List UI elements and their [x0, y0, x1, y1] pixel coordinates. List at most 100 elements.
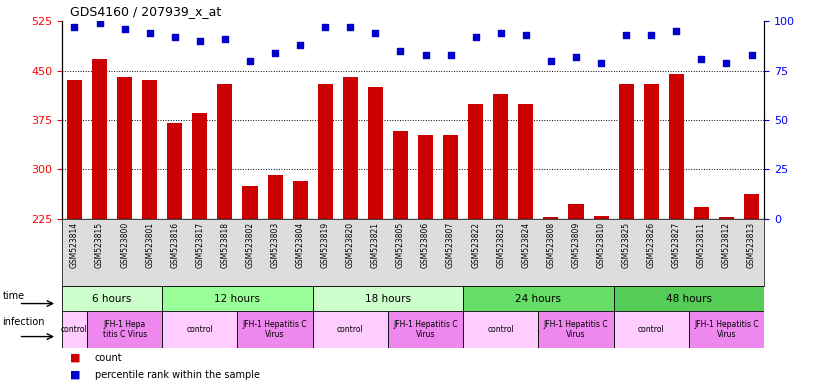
- Text: percentile rank within the sample: percentile rank within the sample: [95, 370, 260, 380]
- Text: GSM523809: GSM523809: [572, 222, 581, 268]
- Text: GSM523805: GSM523805: [396, 222, 405, 268]
- Point: [394, 48, 407, 54]
- Text: JFH-1 Hepatitis C
Virus: JFH-1 Hepatitis C Virus: [243, 319, 307, 339]
- Text: ■: ■: [70, 370, 81, 380]
- Bar: [167, 123, 183, 219]
- Text: GSM523816: GSM523816: [170, 222, 179, 268]
- Text: GSM523800: GSM523800: [120, 222, 129, 268]
- Text: GSM523827: GSM523827: [672, 222, 681, 268]
- Text: GDS4160 / 207939_x_at: GDS4160 / 207939_x_at: [70, 5, 221, 18]
- Point: [644, 32, 657, 38]
- Text: GSM523821: GSM523821: [371, 222, 380, 268]
- Text: JFH-1 Hepatitis C
Virus: JFH-1 Hepatitis C Virus: [393, 319, 458, 339]
- Text: 48 hours: 48 hours: [666, 293, 712, 304]
- Bar: [643, 84, 659, 219]
- Bar: [162, 286, 313, 311]
- Text: GSM523801: GSM523801: [145, 222, 154, 268]
- Text: control: control: [638, 325, 665, 334]
- Bar: [694, 207, 709, 219]
- Text: JFH-1 Hepatitis C
Virus: JFH-1 Hepatitis C Virus: [544, 319, 608, 339]
- Text: GSM523802: GSM523802: [245, 222, 254, 268]
- Text: ■: ■: [70, 353, 81, 363]
- Point: [68, 24, 81, 30]
- Text: time: time: [2, 291, 25, 301]
- Bar: [619, 84, 634, 219]
- Bar: [92, 59, 107, 219]
- Bar: [669, 74, 684, 219]
- Point: [620, 32, 633, 38]
- Bar: [689, 311, 764, 348]
- Bar: [568, 204, 583, 219]
- Text: GSM523824: GSM523824: [521, 222, 530, 268]
- Point: [118, 26, 131, 32]
- Bar: [243, 186, 258, 219]
- Bar: [87, 311, 162, 348]
- Bar: [238, 311, 313, 348]
- Point: [368, 30, 382, 36]
- Text: GSM523808: GSM523808: [547, 222, 555, 268]
- Point: [419, 52, 432, 58]
- Text: control: control: [61, 325, 88, 334]
- Text: GSM523822: GSM523822: [471, 222, 480, 268]
- Bar: [117, 77, 132, 219]
- Bar: [418, 135, 433, 219]
- Text: GSM523807: GSM523807: [446, 222, 455, 268]
- Text: GSM523811: GSM523811: [697, 222, 706, 268]
- Bar: [539, 311, 614, 348]
- Point: [319, 24, 332, 30]
- Point: [218, 36, 231, 42]
- Text: GSM523817: GSM523817: [196, 222, 204, 268]
- Bar: [463, 311, 539, 348]
- Text: 12 hours: 12 hours: [215, 293, 260, 304]
- Bar: [343, 77, 358, 219]
- Text: count: count: [95, 353, 122, 363]
- Text: GSM523810: GSM523810: [596, 222, 605, 268]
- Bar: [614, 286, 764, 311]
- Bar: [393, 131, 408, 219]
- Point: [444, 52, 458, 58]
- Text: GSM523820: GSM523820: [346, 222, 355, 268]
- Text: 18 hours: 18 hours: [365, 293, 411, 304]
- Point: [344, 24, 357, 30]
- Bar: [388, 311, 463, 348]
- Point: [695, 56, 708, 62]
- Point: [494, 30, 507, 36]
- Text: GSM523815: GSM523815: [95, 222, 104, 268]
- Bar: [217, 84, 232, 219]
- Bar: [463, 286, 614, 311]
- Bar: [268, 175, 282, 219]
- Bar: [67, 81, 82, 219]
- Text: GSM523826: GSM523826: [647, 222, 656, 268]
- Text: control: control: [187, 325, 213, 334]
- Bar: [192, 113, 207, 219]
- Bar: [313, 311, 388, 348]
- Point: [244, 58, 257, 64]
- Text: control: control: [487, 325, 514, 334]
- Point: [595, 60, 608, 66]
- Text: JFH-1 Hepatitis C
Virus: JFH-1 Hepatitis C Virus: [694, 319, 759, 339]
- Point: [544, 58, 558, 64]
- Text: GSM523814: GSM523814: [70, 222, 79, 268]
- Point: [268, 50, 282, 56]
- Text: 6 hours: 6 hours: [93, 293, 132, 304]
- Text: GSM523813: GSM523813: [747, 222, 756, 268]
- Bar: [443, 134, 458, 219]
- Point: [719, 60, 733, 66]
- Point: [193, 38, 206, 44]
- Text: GSM523819: GSM523819: [320, 222, 330, 268]
- Bar: [468, 104, 483, 219]
- Point: [169, 34, 182, 40]
- Text: GSM523803: GSM523803: [271, 222, 279, 268]
- Bar: [744, 194, 759, 219]
- Text: GSM523804: GSM523804: [296, 222, 305, 268]
- Bar: [368, 87, 383, 219]
- Text: GSM523818: GSM523818: [221, 222, 230, 268]
- Bar: [519, 104, 534, 219]
- Text: GSM523823: GSM523823: [496, 222, 506, 268]
- Bar: [62, 311, 87, 348]
- Text: infection: infection: [2, 317, 45, 327]
- Bar: [719, 217, 734, 219]
- Bar: [142, 81, 157, 219]
- Point: [293, 42, 306, 48]
- Bar: [594, 215, 609, 219]
